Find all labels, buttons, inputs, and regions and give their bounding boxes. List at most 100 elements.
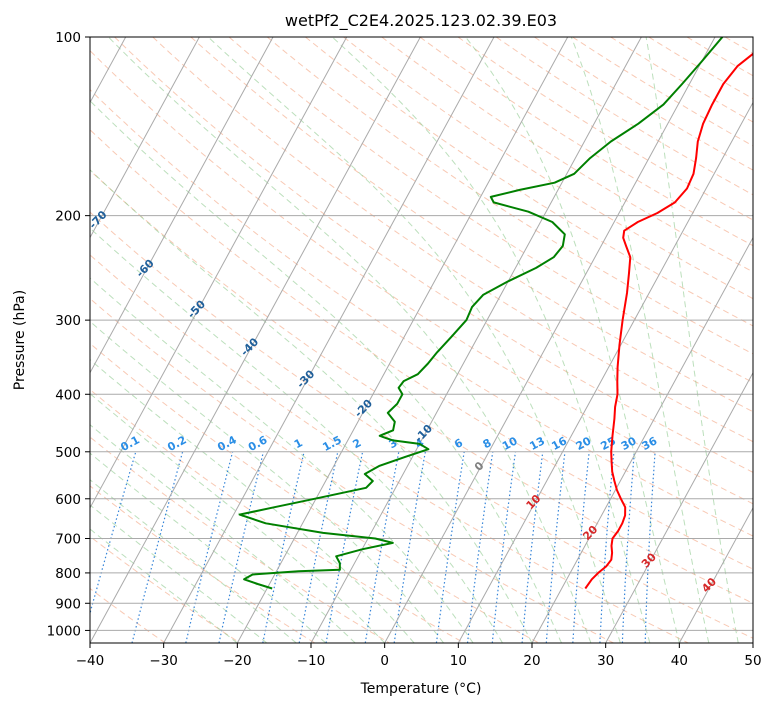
y-tick-label: 900 [55,596,81,612]
isotherm [236,37,569,643]
x-tick-label: −20 [223,653,252,669]
isotherm [163,37,495,643]
mixing-ratio-line [262,451,305,643]
mixing-ratio-label: 16 [549,434,569,453]
isotherm [531,236,753,643]
x-tick-label: −40 [76,653,105,669]
mixing-ratio-line [491,451,517,643]
mixing-ratio-line [218,451,264,643]
isotherm [90,37,274,374]
dry-adiabat [457,37,753,221]
dry-adiabat [572,37,753,147]
x-tick-label: 20 [523,653,540,669]
mixing-ratio-line [185,451,234,643]
moist-adiabat [331,37,651,643]
y-tick-label: 200 [55,209,81,225]
mixing-ratio-line [521,451,544,643]
moist-adiabat [90,100,562,643]
background-lines [90,37,775,643]
isotherm [457,101,753,643]
dry-adiabat [90,342,540,643]
y-tick-label: 800 [55,566,81,582]
mixing-ratio-line [545,451,566,643]
x-axis-label: Temperature (°C) [360,681,482,697]
dry-adiabat [763,37,775,643]
dry-adiabat [381,37,753,273]
moist-adiabat [90,227,503,643]
plot-area [90,37,753,643]
y-axis: 100 200 300 400 500 600 700 800 900 1000 [47,30,90,639]
x-tick-label: 30 [597,653,614,669]
dry-adiabat [90,129,753,570]
mixing-ratio-line [621,451,635,643]
x-tick-label: −30 [149,653,178,669]
mixing-ratio-line [644,451,656,643]
x-axis: −40 −30 −20 −10 0 10 20 30 40 50 [76,643,762,669]
x-tick-label: 10 [450,653,467,669]
moist-adiabat [570,37,710,643]
mixing-ratio-label: 10 [500,434,520,453]
isotherm [90,37,421,643]
moist-adiabat [90,424,356,643]
profile-line [238,37,724,590]
y-tick-label: 700 [55,532,81,548]
y-axis-label: Pressure (hPa) [12,290,28,390]
y-tick-label: 100 [55,30,81,46]
mixing-ratio-label: 36 [640,434,660,453]
moist-adiabat [90,277,474,643]
isotherm [752,641,753,643]
moist-adiabat [108,37,592,643]
moist-adiabat [90,320,444,643]
y-tick-label: 600 [55,492,81,508]
mixing-ratio-line [466,451,494,643]
profile-line [584,52,753,590]
mixing-ratio-line [90,451,137,616]
dry-adiabat [90,485,315,643]
x-tick-label: 50 [744,653,761,669]
dry-adiabat [343,37,753,300]
isotherm [310,37,642,643]
dry-adiabat [534,37,753,171]
y-tick-label: 500 [55,445,81,461]
dry-adiabat [228,37,753,384]
mixing-ratio-label: 20 [574,434,594,453]
moist-adiabat [207,37,621,643]
moist-adiabat [645,37,739,643]
isotherm-label: -80 [43,153,66,177]
mixing-ratio-line [435,451,465,643]
mixing-ratio-label: 13 [527,434,547,453]
isotherm-label: -90 [0,98,22,122]
y-tick-label: 300 [55,313,81,329]
dry-adiabat [90,211,753,639]
dry-adiabat [90,254,689,643]
chart-title: wetPf2_C2E4.2025.123.02.39.E03 [285,11,557,31]
dry-adiabat [90,436,390,643]
x-tick-label: −10 [297,653,326,669]
moist-adiabat [90,479,297,643]
dry-adiabat [90,169,753,604]
moist-adiabat [90,169,533,643]
dry-adiabat [90,535,241,643]
x-tick-label: 0 [380,653,389,669]
dry-adiabat [152,37,753,443]
mixing-ratio-line [572,451,590,643]
profile-lines [238,37,753,590]
isotherm [384,37,716,643]
y-tick-label: 400 [55,387,81,403]
dry-adiabat [90,297,614,643]
isotherm [605,371,753,643]
dry-adiabat [114,37,753,473]
moist-adiabat [90,452,327,643]
x-tick-label: 40 [671,653,688,669]
mixing-ratio-label: 30 [619,434,639,453]
mixing-ratio-line [599,451,615,643]
dry-adiabat [90,388,465,643]
isotherm [678,506,753,643]
dry-adiabat [90,89,753,537]
y-tick-label: 1000 [47,623,81,639]
isotherm [90,37,348,509]
isotherm [90,37,200,239]
dry-adiabat [266,37,753,355]
plot-frame [89,36,754,644]
